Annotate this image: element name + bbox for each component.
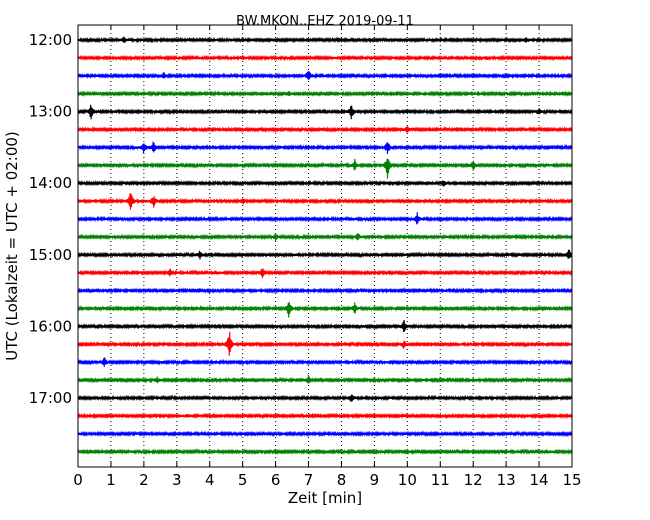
x-tick-label: 15	[562, 471, 581, 489]
plot-frame	[77, 24, 573, 468]
trace-1215	[77, 54, 573, 62]
trace-1645	[77, 375, 573, 384]
x-tick-label: 10	[398, 471, 417, 489]
trace-1415	[77, 193, 573, 210]
chart-title: BW.MKON..EHZ 2019-09-11	[236, 14, 414, 29]
trace-1545	[77, 301, 573, 318]
trace-1600	[77, 319, 573, 333]
x-tick-label: 4	[205, 471, 215, 489]
x-axis-label: Zeit [min]	[288, 489, 362, 507]
trace-1500	[77, 249, 573, 260]
x-tick-label: 5	[238, 471, 248, 489]
trace-1615	[77, 331, 573, 356]
x-tick-label: 1	[106, 471, 116, 489]
trace-1745	[77, 448, 573, 456]
y-tick-label: 13:00	[29, 103, 72, 121]
grid-lines	[110, 25, 540, 467]
trace-1230	[77, 71, 573, 81]
y-axis-label: UTC (Lokalzeit = UTC + 02:00)	[3, 131, 21, 361]
x-tick-label: 8	[337, 471, 347, 489]
x-tick-label: 12	[464, 471, 483, 489]
trace-1400	[77, 179, 573, 187]
x-tick-label: 13	[497, 471, 516, 489]
trace-1345	[77, 158, 573, 179]
trace-1300	[77, 104, 573, 120]
trace-1700	[77, 394, 573, 402]
seismic-traces	[77, 36, 573, 456]
x-tick-label: 3	[172, 471, 182, 489]
trace-1630	[77, 357, 573, 368]
trace-1315	[77, 126, 573, 133]
trace-1245	[77, 90, 573, 98]
trace-1330	[77, 141, 573, 154]
trace-1445	[77, 233, 573, 241]
y-tick-label: 17:00	[29, 389, 72, 407]
x-tick-label: 9	[370, 471, 380, 489]
x-tick-label: 6	[271, 471, 281, 489]
x-tick-label: 11	[431, 471, 450, 489]
trace-1715	[77, 412, 573, 420]
trace-1530	[77, 287, 573, 295]
y-tick-label: 16:00	[29, 317, 72, 335]
x-tick-label: 7	[304, 471, 314, 489]
trace-1515	[77, 268, 573, 279]
trace-1430	[77, 212, 573, 225]
trace-1200	[77, 36, 573, 44]
y-tick-label: 14:00	[29, 174, 72, 192]
y-axis-ticks: 12:00 13:00 14:00 15:00 16:00 17:00	[29, 31, 572, 407]
trace-1730	[77, 430, 573, 438]
x-tick-label: 0	[73, 471, 83, 489]
y-tick-label: 12:00	[29, 31, 72, 49]
y-tick-label: 15:00	[29, 246, 72, 264]
x-axis-ticks: 0 1 2 3 4 5 6 7 8 9 10 11 12 13 14 15	[73, 25, 582, 489]
x-tick-label: 2	[139, 471, 149, 489]
x-tick-label: 14	[530, 471, 549, 489]
